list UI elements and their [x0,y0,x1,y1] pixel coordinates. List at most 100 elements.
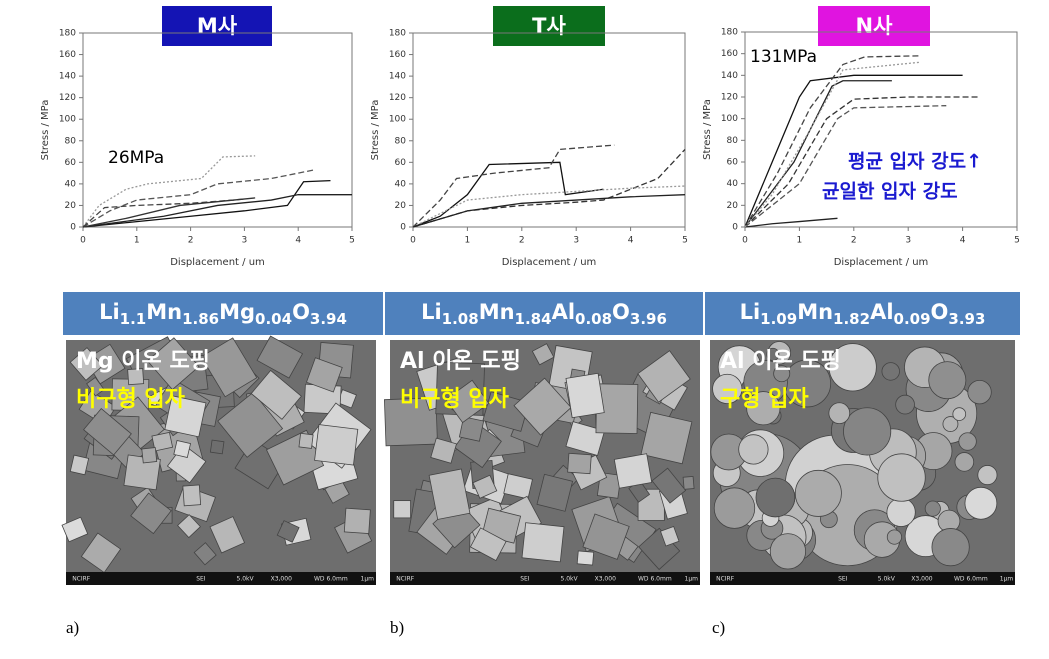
sem-footer-text: SEI [838,576,848,583]
sem-label: Mg 이온 도핑 [76,349,210,374]
sem-particle [637,350,691,403]
caption: b) [390,618,404,637]
y-tick-label: 180 [59,29,76,39]
chart-title: M사 [197,14,238,38]
sem-particle [531,343,555,366]
formula-element: Mn [797,300,833,324]
formula: Li1.08Mn1.84Al0.08O3.96 [421,300,667,328]
sem-particle [659,526,680,547]
y-tick-label: 40 [65,179,77,189]
x-tick-label: 1 [465,236,471,246]
sem-particle [503,473,533,500]
sem-particle [565,372,605,419]
sem-particle [651,467,687,504]
sem-label: Al 이온 도핑 [720,349,841,374]
sem-particle [314,424,359,466]
chart-title: N사 [856,14,894,38]
sem-particle [967,379,992,405]
sem-footer-text: WD 6.0mm [638,576,672,583]
sem-particle [250,369,302,420]
formula-element: Mg [219,300,255,324]
formula-element: Li [421,300,442,324]
formula: Li1.1Mn1.86Mg0.04O3.94 [99,300,347,328]
plot-frame [82,32,353,228]
sem-particle [746,391,781,426]
sem-label: 비구형 입자 [76,387,186,412]
formula-subscript: 1.82 [833,310,870,328]
x-tick-label: 0 [742,236,748,246]
sem-footer-text: NCIRF [396,576,415,583]
data-line [744,80,892,228]
sem-particle [931,528,970,567]
formula-element: O [292,300,310,324]
data-line [82,169,315,228]
x-tick-label: 5 [682,236,688,246]
title-box [818,6,930,46]
sem-particle [928,361,967,400]
sem-particle [393,500,411,519]
sem-particle [977,465,998,486]
formula-element: Li [99,300,120,324]
y-tick-label: 160 [721,49,738,59]
sem-particle [964,486,998,520]
x-tick-label: 5 [349,236,355,246]
sem-footer-text: 1μm [361,576,375,583]
sem-particle [521,522,565,563]
title-box [162,6,272,46]
formula-header [63,292,383,335]
sem-particle [430,437,457,464]
formula-element: O [931,300,949,324]
data-line [412,161,604,228]
y-tick-label: 180 [389,29,406,39]
sem-particle [828,402,851,424]
sem-particle [773,365,791,383]
formula-element: Al [870,300,893,324]
y-tick-label: 20 [65,201,77,211]
sem-particle [954,452,975,472]
formula-element: Al [552,300,575,324]
sem-particle [755,477,796,518]
y-tick-label: 60 [727,158,739,168]
y-tick-label: 100 [59,115,76,125]
plot-frame [412,32,686,228]
y-tick-label: 0 [732,223,738,233]
sem-footer [710,572,1015,585]
sem-particle [682,475,695,490]
formula-subscript: 3.96 [630,310,667,328]
y-tick-label: 120 [389,93,406,103]
formula-subscript: 1.86 [182,310,219,328]
caption: a) [66,618,79,637]
formula: Li1.09Mn1.82Al0.09O3.93 [740,300,986,328]
sem-particle [383,397,438,447]
x-tick-label: 4 [628,236,634,246]
sem-particle [958,432,977,451]
data-line [744,217,838,228]
data-line [82,194,352,228]
sem-particle [713,487,756,529]
formula-header [385,292,703,335]
y-tick-label: 100 [389,115,406,125]
sem-particle [565,421,606,456]
y-tick-label: 40 [727,179,739,189]
sem-particle [536,473,574,512]
sem-particle [305,357,343,393]
x-tick-label: 0 [80,236,86,246]
y-tick-label: 160 [59,50,76,60]
y-tick-label: 20 [727,201,739,211]
data-line [744,74,963,228]
data-line [412,194,686,228]
formula-subscript: 1.1 [120,310,147,328]
sem-particle [428,468,471,520]
sem-particle [472,474,498,499]
sem-particle [182,484,202,507]
sem-particle [209,439,225,455]
y-tick-label: 80 [395,136,407,146]
y-tick-label: 60 [65,158,77,168]
sem-particle [877,453,926,502]
sem-particle [173,439,192,458]
sem-footer-text: WD 6.0mm [314,576,348,583]
x-tick-label: 0 [410,236,416,246]
plot-frame [744,31,1018,228]
x-tick-label: 1 [134,236,140,246]
sem-footer [66,572,376,585]
